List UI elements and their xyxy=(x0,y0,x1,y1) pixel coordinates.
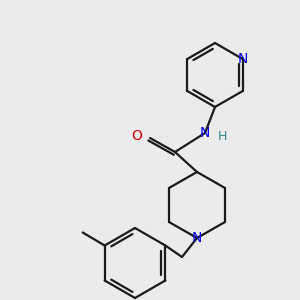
Text: N: N xyxy=(200,126,210,140)
Text: N: N xyxy=(238,52,248,66)
Text: N: N xyxy=(192,231,202,245)
Text: O: O xyxy=(132,129,142,143)
Text: H: H xyxy=(217,130,227,142)
